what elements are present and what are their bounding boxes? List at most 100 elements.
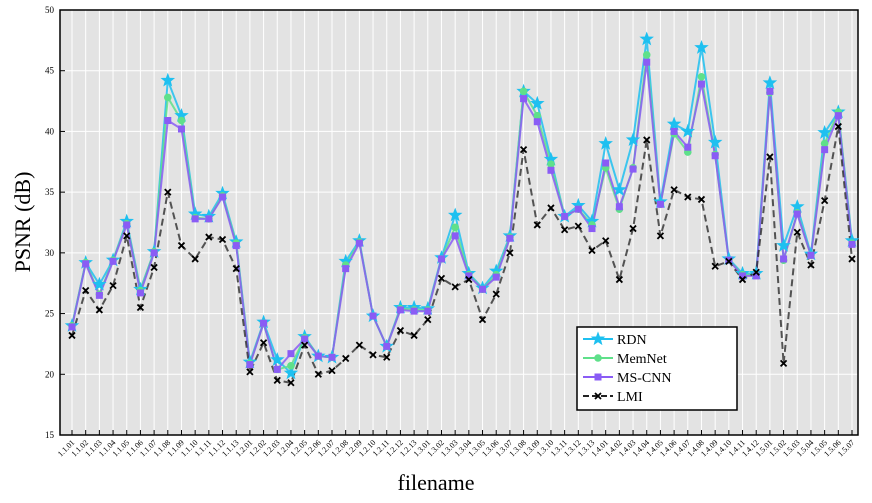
marker: [821, 146, 829, 154]
marker: [451, 232, 459, 240]
marker: [530, 95, 545, 110]
marker: [328, 353, 336, 361]
y-tick-label: 15: [45, 430, 55, 440]
marker: [177, 125, 185, 133]
marker: [779, 359, 788, 367]
marker: [68, 323, 76, 331]
marker: [232, 242, 240, 250]
marker: [533, 221, 541, 229]
marker: [594, 373, 602, 381]
y-axis-label: PSNR (dB): [10, 172, 35, 273]
marker: [594, 392, 602, 400]
marker: [670, 127, 678, 135]
marker: [766, 87, 774, 95]
marker: [752, 272, 760, 280]
marker: [697, 195, 706, 204]
marker: [684, 193, 692, 201]
marker: [205, 215, 213, 223]
marker: [590, 331, 606, 346]
marker: [191, 255, 199, 263]
y-tick-label: 30: [45, 248, 55, 258]
y-tick-label: 25: [45, 309, 55, 319]
marker: [519, 87, 528, 96]
marker: [820, 139, 829, 148]
marker: [656, 232, 665, 240]
marker: [834, 112, 842, 120]
marker: [602, 159, 610, 167]
marker: [594, 354, 602, 362]
marker: [506, 234, 514, 242]
marker: [807, 251, 815, 259]
marker: [615, 203, 623, 211]
marker: [355, 239, 363, 247]
marker: [776, 237, 791, 252]
marker: [150, 249, 158, 257]
marker: [656, 200, 664, 208]
plot-area: [60, 10, 858, 435]
marker: [260, 319, 268, 327]
marker: [834, 122, 842, 131]
marker: [369, 351, 377, 359]
marker: [273, 365, 281, 373]
marker: [82, 260, 90, 268]
marker: [219, 193, 227, 201]
marker: [451, 283, 459, 291]
marker: [547, 160, 555, 169]
marker: [218, 235, 227, 244]
marker: [588, 246, 596, 255]
marker: [848, 255, 856, 263]
legend-label: LMI: [617, 390, 643, 405]
marker: [437, 274, 446, 282]
legend: RDN MemNet MS-CNN LMI: [576, 326, 738, 411]
marker: [383, 353, 391, 361]
marker: [342, 354, 350, 363]
marker: [410, 331, 418, 340]
marker: [602, 237, 610, 245]
marker: [424, 316, 432, 324]
marker: [697, 80, 705, 88]
legend-label: RDN: [617, 333, 647, 348]
y-tick-label: 40: [45, 126, 55, 136]
marker: [820, 197, 829, 205]
marker: [684, 143, 692, 151]
marker: [160, 72, 176, 87]
marker: [109, 257, 117, 265]
marker: [707, 134, 723, 149]
marker: [547, 204, 555, 212]
marker: [259, 339, 268, 347]
marker: [328, 367, 336, 375]
y-tick-label: 35: [45, 187, 55, 197]
marker: [560, 226, 569, 234]
marker: [547, 166, 555, 174]
marker: [762, 75, 778, 90]
marker: [287, 379, 295, 387]
marker: [396, 326, 405, 335]
marker: [666, 116, 682, 131]
marker: [492, 273, 500, 281]
marker: [355, 341, 364, 349]
marker: [287, 361, 295, 370]
marker: [164, 117, 172, 124]
marker: [598, 135, 613, 150]
marker: [369, 312, 377, 320]
marker: [383, 342, 391, 350]
marker: [437, 255, 445, 263]
marker: [588, 225, 596, 233]
marker: [766, 153, 774, 161]
marker: [752, 268, 760, 276]
marker: [629, 224, 637, 233]
marker: [287, 350, 295, 358]
marker: [465, 275, 473, 284]
marker: [95, 291, 103, 299]
marker: [642, 51, 651, 59]
marker: [738, 275, 747, 284]
marker: [612, 182, 627, 196]
marker: [342, 265, 350, 273]
marker: [807, 261, 815, 269]
marker: [273, 376, 281, 384]
x-axis-label: filename: [398, 470, 475, 495]
marker: [283, 365, 299, 380]
marker: [519, 146, 528, 154]
y-tick-label: 50: [45, 5, 55, 15]
marker: [246, 368, 254, 376]
